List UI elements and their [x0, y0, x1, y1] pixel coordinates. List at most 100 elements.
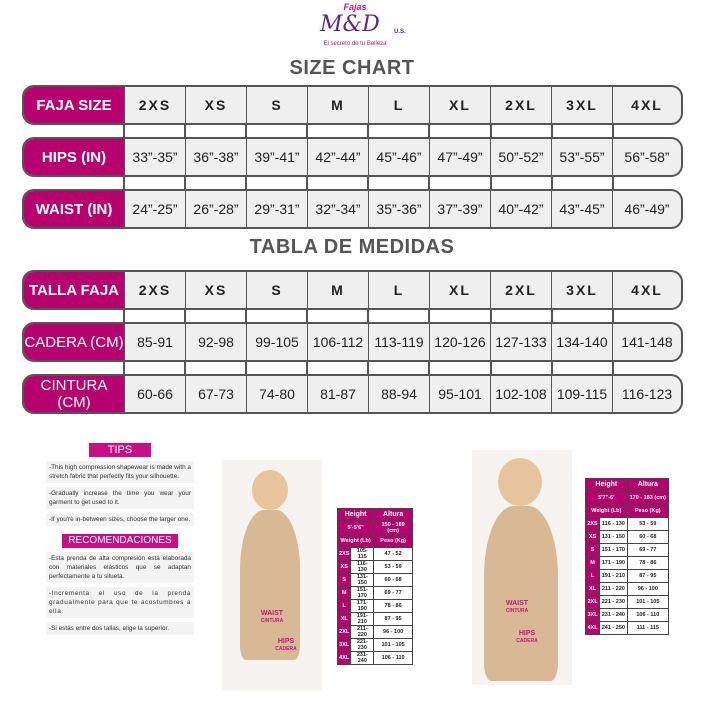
- header-cell: 170 - 183 (cm): [626, 491, 670, 505]
- table-cell: 35”-36”: [369, 191, 430, 227]
- header-cell: Weight (Lb): [336, 534, 375, 548]
- weight-cell: 231-240: [350, 651, 375, 665]
- table-row: 2XS 116 - 130 53 - 59: [584, 517, 670, 531]
- column-divider: [245, 125, 247, 137]
- table-cell: 81-87: [308, 376, 369, 412]
- table-row: 3XL 221-230 101 - 105: [336, 638, 413, 652]
- table-row: 4XL 231-240 106 - 110: [336, 651, 413, 665]
- size-cell: S: [336, 573, 352, 587]
- row-label: CADERA (CM): [24, 324, 125, 360]
- size-cell: S: [584, 543, 601, 557]
- table-row: 2XL 211-220 96 - 100: [336, 625, 413, 639]
- logo-tagline: El secreto de tu Belleza: [323, 41, 387, 47]
- column-divider: [184, 177, 186, 189]
- table-header-row: 5'-5'6" 150 - 169 (cm): [336, 521, 413, 535]
- table-cell: 120-126: [430, 324, 491, 360]
- kg-cell: 101 - 105: [626, 595, 670, 609]
- recomendaciones-badge: RECOMENDACIONES: [62, 534, 178, 548]
- weight-cell: 231 - 240: [599, 608, 628, 622]
- column-divider: [306, 310, 308, 322]
- table-cell: 106-112: [308, 324, 369, 360]
- cintura-text: CINTURA: [260, 618, 284, 624]
- weight-cell: 191-210: [350, 612, 375, 626]
- column-divider: [123, 362, 125, 374]
- tip-item: -Gradually increase the time you wear yo…: [46, 487, 194, 509]
- size-cell: 3XL: [584, 608, 601, 622]
- table-row: FAJA SIZE 2XS XS S M L XL 2XL 3XL 4XL: [22, 85, 683, 125]
- table-cell: 109-115: [552, 376, 613, 412]
- row-label: HIPS (IN): [24, 139, 125, 175]
- hips-text: HIPS: [518, 630, 536, 637]
- table-cell: 43”-45”: [552, 191, 613, 227]
- kg-cell: 101 - 105: [373, 638, 413, 652]
- recomendacion-item: -Esta prenda de alta compresión está ela…: [46, 552, 194, 583]
- table-row: XS 131 - 150 60 - 68: [584, 530, 670, 544]
- table-row: M 171 - 190 78 - 86: [584, 556, 670, 570]
- size-cell: M: [336, 586, 352, 600]
- waist-label: WAIST CINTURA: [492, 600, 542, 614]
- tabla-title: TABLA DE MEDIDAS: [249, 236, 455, 258]
- table-row: 2XL 221 - 230 101 - 105: [584, 595, 670, 609]
- column-divider: [551, 177, 553, 189]
- table-cell: M: [308, 272, 369, 308]
- table-row: S 151 - 170 69 - 77: [584, 543, 670, 557]
- row-label: TALLA FAJA: [24, 272, 125, 308]
- table-header-row: Height Altura: [585, 478, 670, 492]
- column-divider: [245, 362, 247, 374]
- weight-cell: 211 - 220: [599, 582, 628, 596]
- weight-cell: 241 - 250: [599, 621, 628, 635]
- table-cell: 4XL: [631, 282, 663, 298]
- column-divider: [306, 125, 308, 137]
- hips-label: HIPS CADERA: [502, 630, 552, 644]
- table-cell: 37”-39”: [430, 191, 491, 227]
- header-cell: Height: [585, 478, 628, 492]
- waist-label: WAIST CINTURA: [252, 610, 292, 624]
- table-row: 4XL 241 - 250 111 - 115: [584, 621, 670, 635]
- column-divider: [245, 310, 247, 322]
- table-cell: 2XL: [491, 87, 552, 123]
- header-cell: Peso (Kg): [626, 504, 670, 518]
- table-cell: 2XL: [491, 272, 552, 308]
- table-cell: XS: [186, 87, 247, 123]
- weight-cell: 221-230: [350, 638, 375, 652]
- table-cell: 88-94: [369, 376, 430, 412]
- size-table-short: Height Altura 5'-5'6" 150 - 169 (cm) Weight …: [336, 508, 413, 665]
- column-divider: [490, 310, 492, 322]
- row-label: WAIST (IN): [24, 191, 125, 227]
- weight-cell: 151 - 170: [599, 543, 628, 557]
- column-divider: [612, 125, 614, 137]
- table-cell: 42”-44”: [308, 139, 369, 175]
- table-row: 3XL 231 - 240 106 - 110: [584, 608, 670, 622]
- kg-cell: 60 - 68: [626, 530, 670, 544]
- kg-cell: 47 - 52: [373, 547, 413, 561]
- weight-cell: 191 - 210: [599, 569, 628, 583]
- cadera-text: CADERA: [516, 638, 538, 644]
- logo-fajas: Fajas: [343, 2, 367, 12]
- table-cell: 33”-35”: [125, 139, 186, 175]
- table-cell: 53”-55”: [552, 139, 613, 175]
- table-row: TALLA FAJA 2XS XS S M L XL 2XL 3XL 4XL: [22, 270, 683, 310]
- recomendacion-item: -Si estás entre dos tallas, elige la sup…: [46, 622, 194, 635]
- column-divider: [490, 125, 492, 137]
- weight-cell: 221 - 230: [599, 595, 628, 609]
- table-header-row: Weight (Lb) Peso (Kg): [336, 534, 413, 548]
- tip-item: -This high compression shapewear is made…: [46, 461, 194, 483]
- table-cell: 46”-49”: [624, 201, 670, 217]
- table-cell: 24”-25”: [125, 191, 186, 227]
- table-row: M 151-170 69 - 77: [336, 586, 413, 600]
- table-cell: XL: [430, 272, 491, 308]
- column-divider: [184, 362, 186, 374]
- column-divider: [123, 125, 125, 137]
- table-cell: M: [308, 87, 369, 123]
- waist-text: WAIST: [260, 610, 284, 617]
- table-cell: 47”-49”: [430, 139, 491, 175]
- table-header-row: Height Altura: [336, 508, 413, 522]
- column-divider: [123, 310, 125, 322]
- size-cell: 3XL: [336, 638, 352, 652]
- table-cell: S: [247, 87, 308, 123]
- table-cell: 113-119: [369, 324, 430, 360]
- size-cell: 4XL: [336, 651, 352, 665]
- model-photo-1: WAIST CINTURA HIPS CADERA: [222, 460, 322, 690]
- header-cell: 5'7"-6': [585, 491, 628, 505]
- logo-us: U.S.: [394, 29, 406, 35]
